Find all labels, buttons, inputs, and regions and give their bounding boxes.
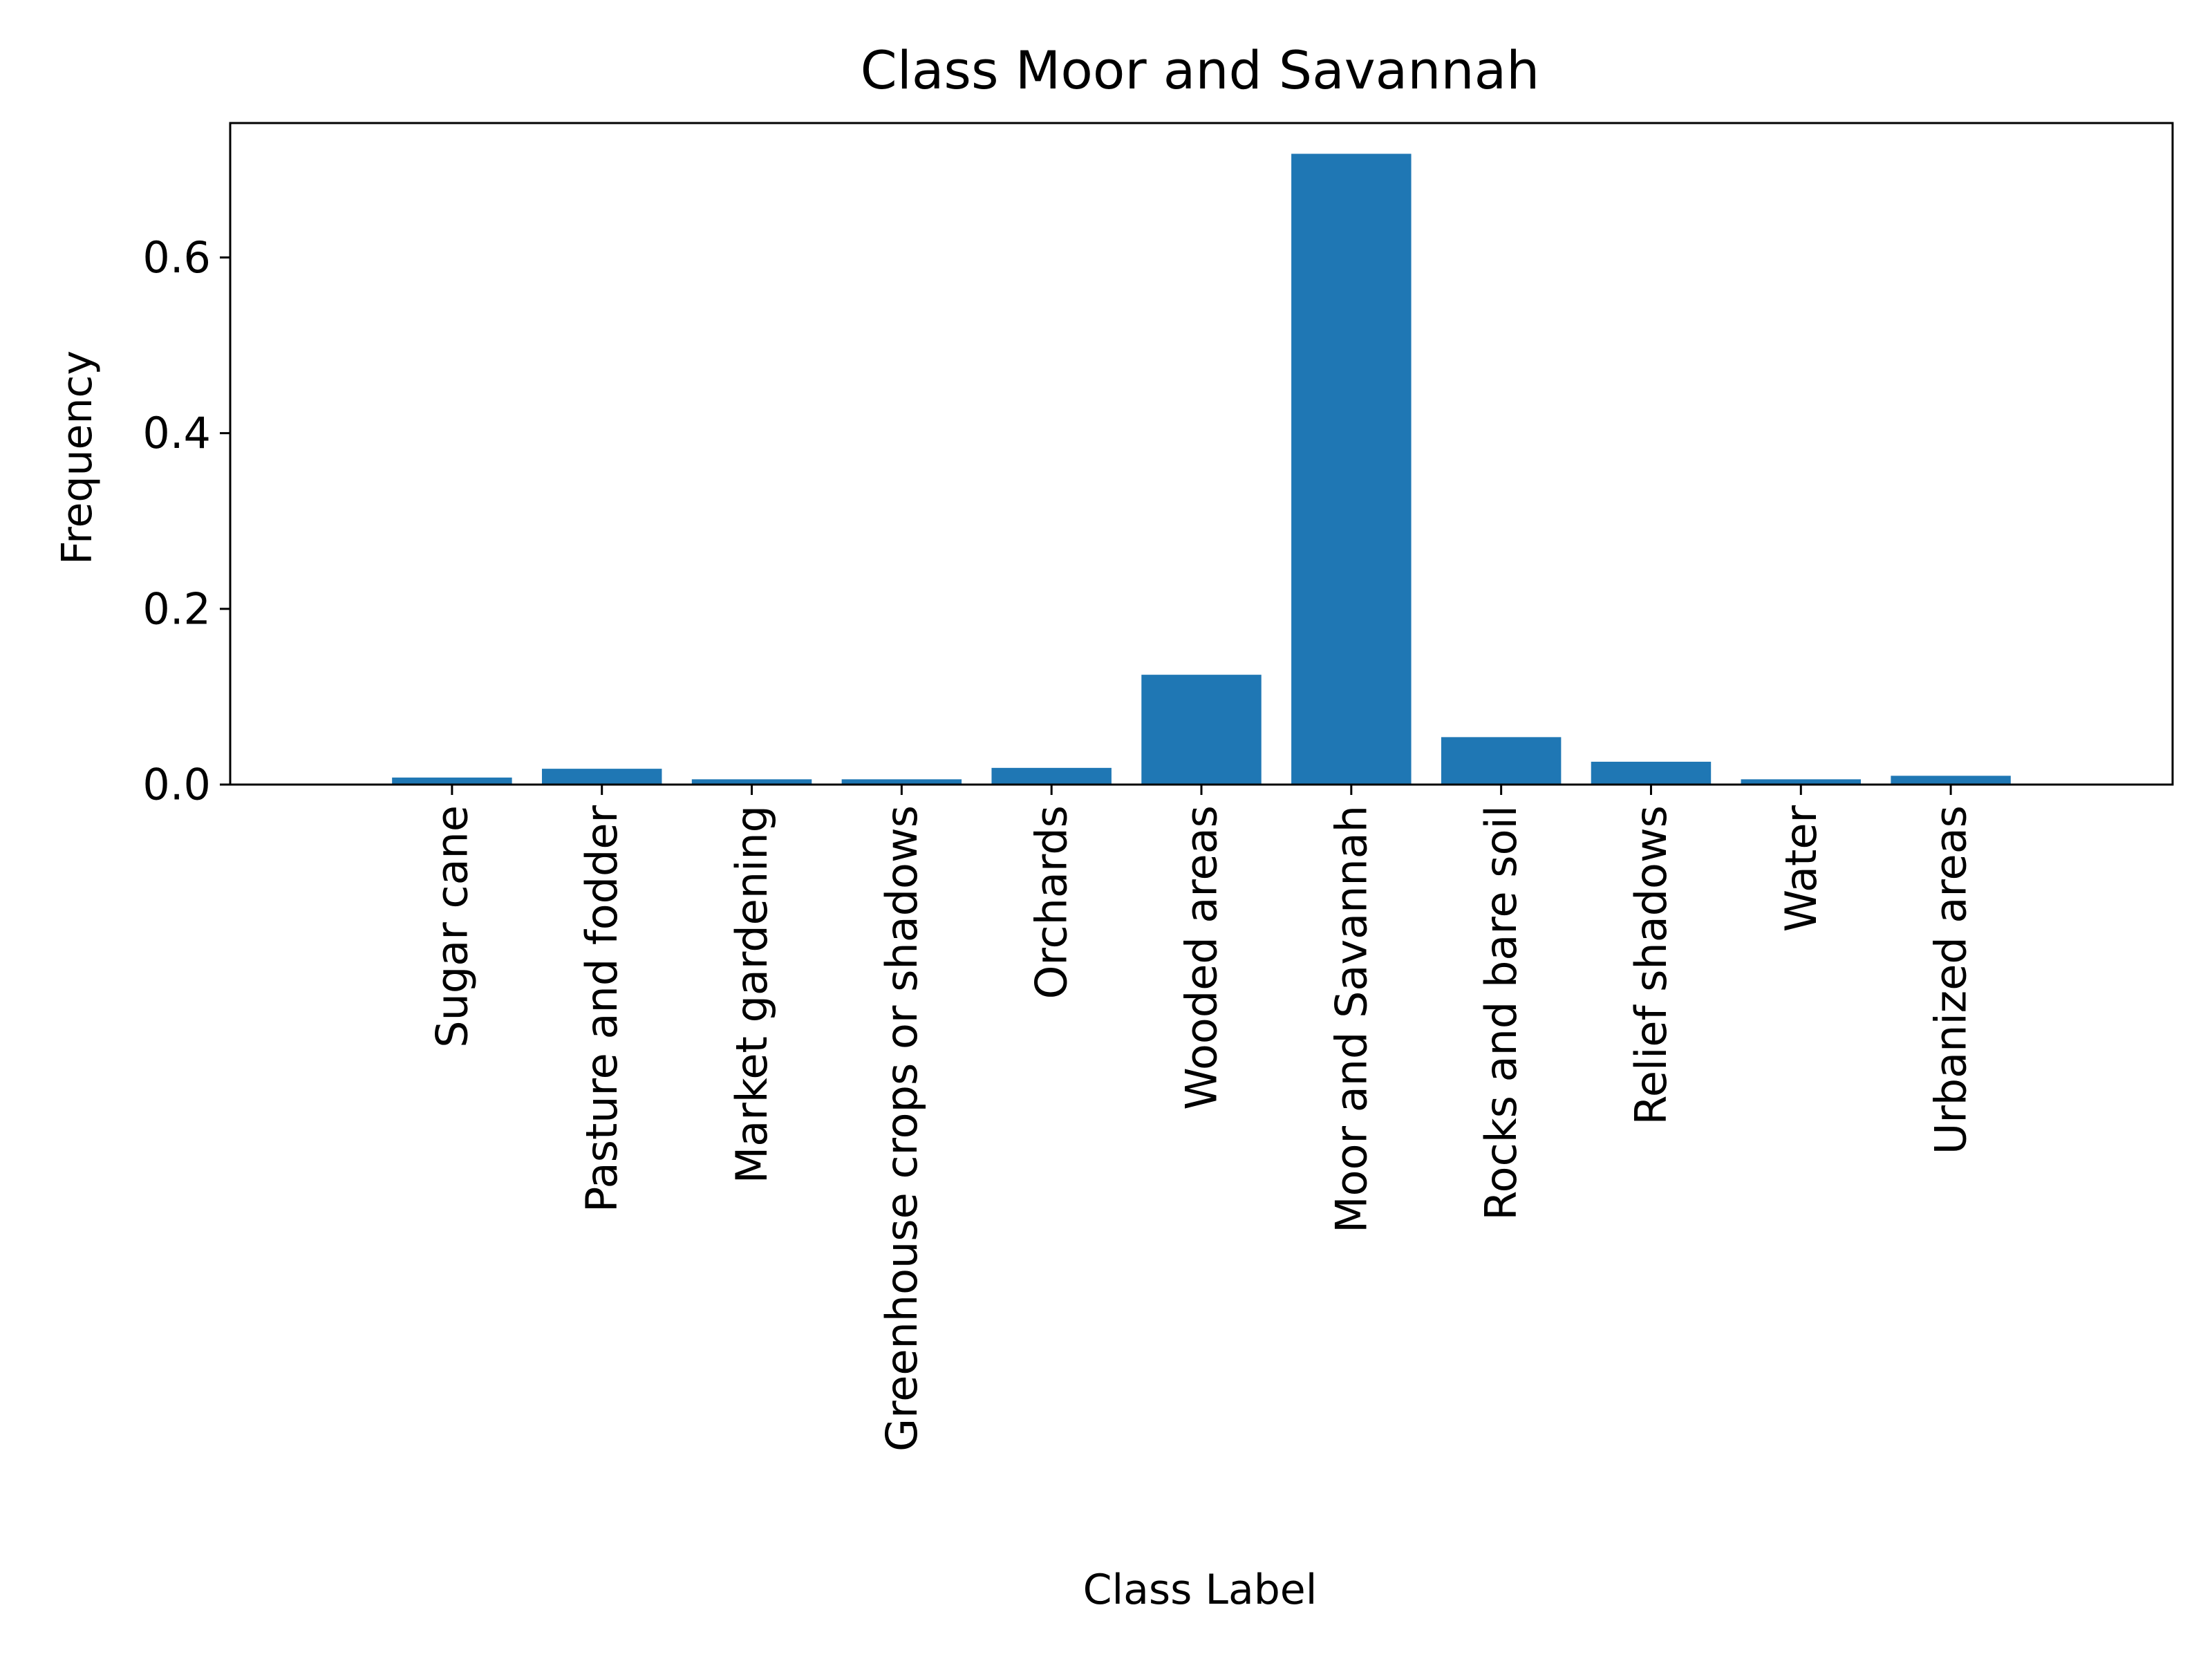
y-tick-label: 0.2: [142, 583, 211, 634]
bars-group: [392, 153, 2011, 785]
x-tick-label-moor-and-savannah: Moor and Savannah: [1326, 805, 1376, 1233]
x-tick-label-market-gardening: Market gardening: [727, 805, 777, 1183]
bar-urbanized-areas: [1891, 776, 2011, 785]
y-tick-label: 0.4: [142, 408, 211, 458]
x-tick-label-relief-shadows: Relief shadows: [1626, 805, 1676, 1125]
bar-water: [1741, 779, 1862, 785]
y-axis-label: Frequency: [53, 350, 102, 565]
x-tick-label-pasture-and-fodder: Pasture and fodder: [577, 805, 627, 1212]
chart-title: Class Moor and Savannah: [861, 39, 1540, 101]
x-tick-label-sugar-cane: Sugar cane: [427, 805, 477, 1048]
bar-orchards: [991, 767, 1112, 785]
x-tick-label-orchards: Orchards: [1027, 805, 1077, 999]
bar-rocks-and-bare-soil: [1441, 737, 1562, 785]
bar-market-gardening: [691, 779, 812, 785]
y-tick-label: 0.0: [142, 760, 211, 810]
x-tick-label-urbanized-areas: Urbanized areas: [1926, 805, 1976, 1154]
y-axis: 0.0 0.2 0.4 0.6: [142, 232, 230, 810]
x-tick-label-greenhouse-crops-or-shadows: Greenhouse crops or shadows: [877, 805, 927, 1452]
bar-sugar-cane: [392, 777, 512, 785]
x-axis: Sugar cane Pasture and fodder Market garde…: [427, 785, 1976, 1452]
bar-wooded-areas: [1141, 675, 1262, 785]
bar-greenhouse-crops-or-shadows: [841, 779, 962, 785]
x-axis-label: Class Label: [1083, 1566, 1318, 1614]
x-tick-label-water: Water: [1776, 805, 1826, 932]
bar-pasture-and-fodder: [541, 769, 662, 785]
x-tick-label-wooded-areas: Wooded areas: [1177, 805, 1227, 1110]
x-tick-label-rocks-and-bare-soil: Rocks and bare soil: [1476, 805, 1526, 1221]
bar-relief-shadows: [1591, 761, 1712, 785]
y-tick-label: 0.6: [142, 232, 211, 283]
bar-moor-and-savannah: [1291, 153, 1412, 785]
